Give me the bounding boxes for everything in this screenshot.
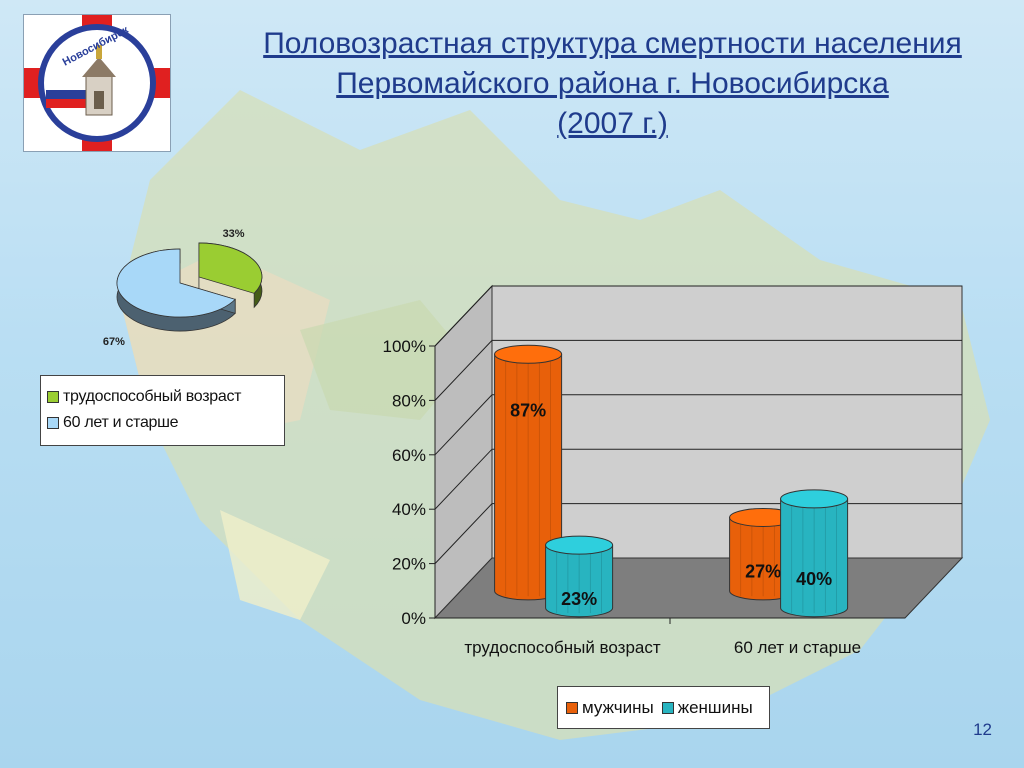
pie-label-1: 67% [103,336,125,348]
pie-slice-0: 33% [198,228,263,309]
bar-legend-swatch-men [566,701,578,714]
bar-top-1-1 [780,489,849,509]
pie-legend: трудоспособный возраст 60 лет и старше [40,375,285,446]
flag-red [46,99,86,108]
pie-slice-1: 67% [103,248,236,348]
pie-slice-top-1 [116,248,236,318]
pie-slice-top-0 [198,242,263,294]
chapel-icon [82,45,116,116]
pie-legend-item-elderly: 60 лет и старше [47,410,278,436]
bar-legend-item-men: мужчины [566,698,654,718]
bar-y-tick-label-1: 20% [392,555,426,574]
bar-value-label-0-0: 87% [510,400,546,420]
city-emblem-logo: Новосибирск [23,14,171,152]
bar-y-tick-label-4: 80% [392,391,426,410]
flag-blue [46,90,86,99]
slide-title: Половозрастная структура смертности насе… [200,24,1024,144]
bar-gridline-4 [434,339,962,401]
bar-y-tick-label-0: 0% [401,609,426,628]
pie-legend-label-elderly: 60 лет и старше [63,414,179,431]
bar-value-label-1-0: 23% [561,589,597,609]
bar-cylinder-1-1: 40% [780,489,849,618]
bar-chart-back-wall [491,285,963,559]
bar-value-label-1-1: 40% [796,569,832,589]
bar-x-category-label-1: 60 лет и старше [734,638,861,657]
page-number: 12 [973,720,992,739]
flag-white [46,81,86,90]
bar-y-tick-label-2: 40% [392,500,426,519]
bar-legend-item-women: женшины [661,697,753,718]
bar-x-category-label-0: трудоспособный возраст [464,638,661,657]
map-region-south [220,510,330,620]
bar-chart: 0% 20% 40% 60% 80% 100% трудоспособный возраст… [383,284,964,657]
title-line-1: Половозрастная структура смертности насе… [263,27,962,60]
bar-gridline-2 [434,448,962,510]
pie-label-0: 33% [223,228,245,240]
bar-legend: мужчины женшины [557,686,770,729]
pie-legend-swatch-elderly [47,417,59,429]
title-line-2: Первомайского района г. Новосибирска [336,67,889,100]
bar-value-label-0-1: 27% [745,561,781,581]
bar-gridline-3 [434,394,962,456]
bar-y-tick-label-5: 100% [383,337,426,356]
bar-gridline-5 [434,285,962,347]
pie-legend-swatch-working [47,391,59,403]
pie-legend-label-working: трудоспособный возраст [63,388,242,405]
bar-legend-swatch-women [661,701,674,714]
bar-legend-label-women: женшины [677,697,753,717]
title-line-3: (2007 г.) [557,107,668,140]
pie-legend-item-working: трудоспособный возраст [47,384,278,410]
bar-top-0-0 [494,344,563,364]
map-region-center [300,300,470,420]
pie-chart: 33% 67% [103,228,263,348]
bar-legend-label-men: мужчины [582,697,654,717]
bar-top-1-0 [545,535,614,555]
bar-cylinder-1-0: 23% [545,535,614,618]
bar-y-tick-label-3: 60% [392,446,426,465]
